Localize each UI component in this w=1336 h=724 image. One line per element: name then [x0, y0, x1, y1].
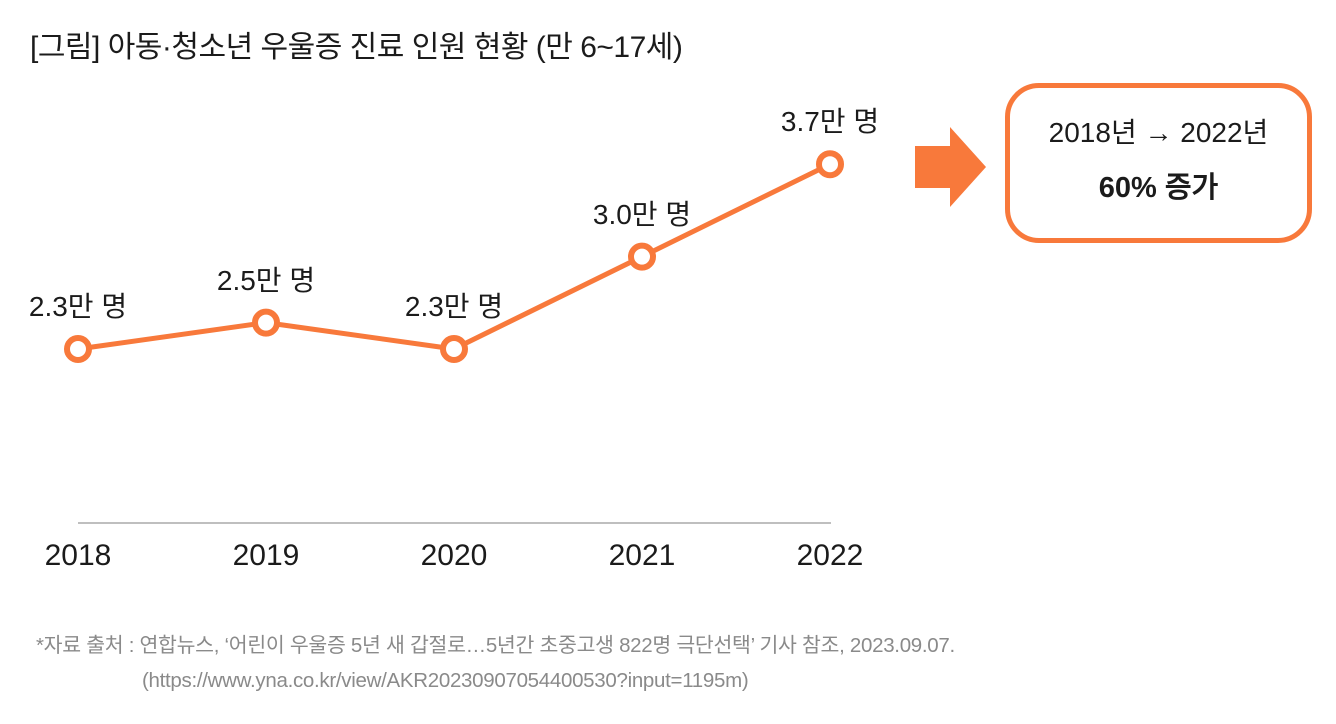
- chart-title: [그림] 아동·청소년 우울증 진료 인원 현황 (만 6~17세): [30, 31, 683, 64]
- x-tick-2020: 2020: [420, 539, 488, 572]
- point-label-2018: 2.3만 명: [28, 291, 128, 322]
- x-tick-2021: 2021: [608, 539, 676, 572]
- data-point-2020: [440, 335, 468, 363]
- source-note: *자료 출처 : 연합뉴스, ‘어린이 우울증 5년 새 갑절로…5년간 초중고…: [36, 628, 955, 698]
- source-url: (https://www.yna.co.kr/view/AKR202309070…: [142, 669, 749, 692]
- x-tick-2018: 2018: [44, 539, 112, 572]
- data-point-2021: [628, 242, 656, 271]
- data-point-2022: [816, 150, 844, 179]
- x-tick-2019: 2019: [232, 539, 300, 572]
- callout-change: 60% 증가: [1098, 171, 1219, 204]
- point-label-2021: 3.0만 명: [592, 198, 692, 230]
- point-label-2019: 2.5만 명: [216, 264, 316, 296]
- arrow-right-icon: [915, 127, 986, 207]
- data-point-2019: [252, 308, 280, 337]
- callout-period: 2018년 → 2022년: [1048, 116, 1269, 148]
- source-citation: *자료 출처 : 연합뉴스, ‘어린이 우울증 5년 새 갑절로…5년간 초중고…: [36, 634, 955, 657]
- point-label-2022: 3.7만 명: [780, 106, 880, 138]
- summary-callout: 2018년 → 2022년 60% 증가: [1005, 83, 1312, 243]
- point-label-2020: 2.3만 명: [404, 291, 504, 322]
- data-point-2018: [64, 335, 92, 363]
- x-tick-2022: 2022: [796, 539, 864, 572]
